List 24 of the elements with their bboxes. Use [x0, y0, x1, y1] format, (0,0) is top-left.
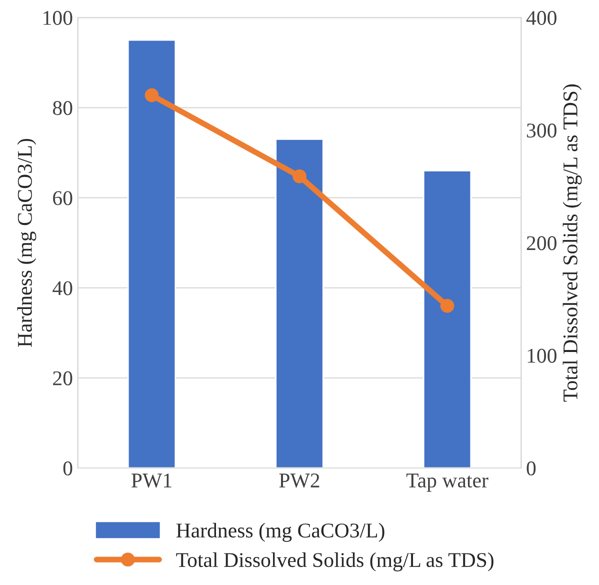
- bar: [275, 138, 324, 468]
- x-tick-label: PW1: [132, 474, 172, 488]
- bar: [422, 170, 472, 468]
- legend-label: Total Dissolved Solids (mg/L as TDS): [176, 552, 494, 572]
- y2-tick-label: 300: [526, 124, 556, 138]
- point: [440, 298, 454, 313]
- y-tick-label: 60: [53, 191, 72, 206]
- x-tick-label: Tap water: [406, 474, 488, 492]
- y2-tick-label: 400: [526, 10, 556, 25]
- y2-tick-label: 200: [526, 236, 556, 250]
- x-tick-label: PW2: [279, 474, 320, 488]
- y-tick-label: 20: [53, 371, 72, 386]
- y-axis-title: Hardness (mg CaCO3/L): [17, 138, 36, 347]
- legend-label: Hardness (mg CaCO3/L): [176, 522, 384, 542]
- y-tick-label: 100: [44, 10, 72, 25]
- y-tick-label: 0: [63, 461, 72, 476]
- y-tick-label: 80: [52, 101, 72, 116]
- bar: [127, 39, 176, 468]
- point: [292, 169, 306, 184]
- point: [144, 88, 159, 102]
- y2-axis-title: Total Dissolved Solids (mg/L as TDS): [562, 84, 582, 402]
- y2-tick-label: 100: [528, 348, 556, 363]
- y-tick-label: 40: [52, 281, 72, 296]
- y2-tick-label: 0: [526, 461, 536, 476]
